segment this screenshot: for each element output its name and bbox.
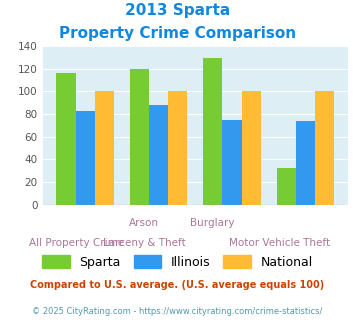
Text: Larceny & Theft: Larceny & Theft: [103, 238, 186, 248]
Legend: Sparta, Illinois, National: Sparta, Illinois, National: [37, 250, 318, 274]
Text: Burglary: Burglary: [190, 218, 234, 228]
Text: Arson: Arson: [129, 218, 159, 228]
Bar: [315, 91, 334, 205]
Bar: [277, 168, 296, 205]
Bar: [168, 91, 187, 205]
Text: All Property Crime: All Property Crime: [29, 238, 124, 248]
Text: 2013 Sparta: 2013 Sparta: [125, 3, 230, 18]
Bar: [130, 69, 149, 205]
Text: Property Crime Comparison: Property Crime Comparison: [59, 26, 296, 41]
Bar: [296, 121, 315, 205]
Bar: [56, 73, 76, 205]
Bar: [241, 91, 261, 205]
Text: © 2025 CityRating.com - https://www.cityrating.com/crime-statistics/: © 2025 CityRating.com - https://www.city…: [32, 307, 323, 316]
Bar: [149, 105, 168, 205]
Bar: [76, 111, 95, 205]
Bar: [223, 120, 241, 205]
Bar: [203, 57, 223, 205]
Bar: [95, 91, 114, 205]
Text: Compared to U.S. average. (U.S. average equals 100): Compared to U.S. average. (U.S. average …: [31, 280, 324, 290]
Text: Motor Vehicle Theft: Motor Vehicle Theft: [229, 238, 331, 248]
